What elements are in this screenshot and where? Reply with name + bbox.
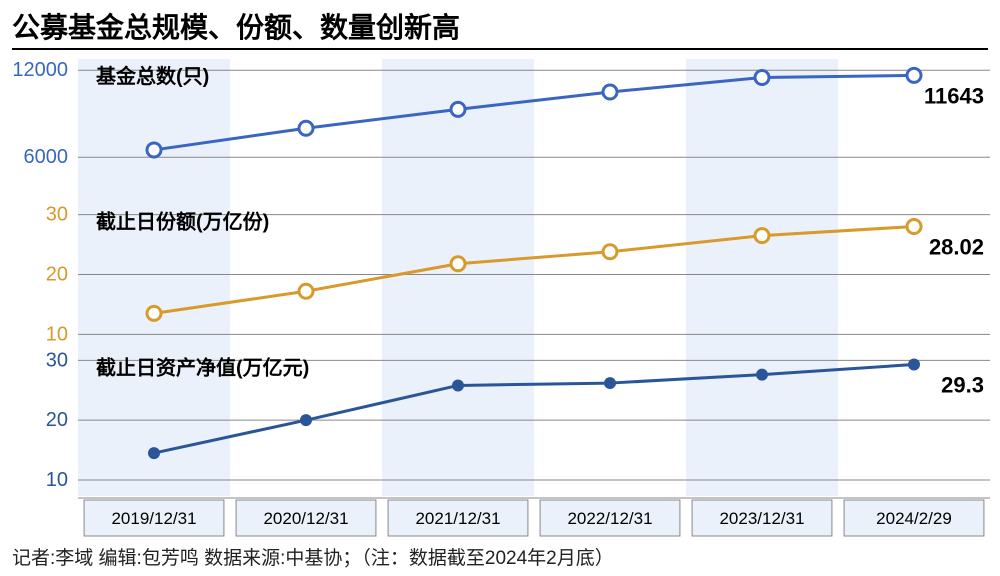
series-label: 基金总数(只)	[96, 64, 209, 88]
series-marker	[147, 306, 161, 320]
y-tick-label: 6000	[24, 146, 69, 168]
end-value-label: 28.02	[929, 235, 984, 260]
footer-text: 记者:李域 编辑:包芳鸣 数据来源:中基协；（注：数据截至2024年2月底）	[12, 543, 614, 570]
x-category-label: 2019/12/31	[111, 509, 196, 528]
chart-area: 6000 12000 基金总数(只) 11643 10 20 30 截止日份额(万亿份) 28.…	[0, 55, 1000, 540]
series-marker	[907, 68, 921, 82]
series-marker	[300, 414, 312, 426]
bg-stripe	[686, 59, 838, 496]
series-label: 截止日资产净值(万亿元)	[96, 355, 309, 379]
y-tick-label: 30	[46, 204, 68, 226]
series-marker	[908, 359, 920, 371]
x-category-label: 2024/2/29	[876, 509, 952, 528]
series-marker	[603, 245, 617, 259]
y-tick-label: 30	[46, 349, 68, 371]
series-marker	[604, 377, 616, 389]
series-marker	[451, 257, 465, 271]
series-marker	[299, 284, 313, 298]
x-category-label: 2021/12/31	[415, 509, 500, 528]
series-marker	[147, 143, 161, 157]
series-marker	[603, 85, 617, 99]
chart-svg: 6000 12000 基金总数(只) 11643 10 20 30 截止日份额(万亿份) 28.…	[0, 55, 1000, 540]
y-tick-label: 10	[46, 469, 68, 491]
end-value-label: 29.3	[941, 373, 984, 398]
y-tick-label: 12000	[12, 59, 68, 81]
series-marker	[299, 121, 313, 135]
series-marker	[907, 220, 921, 234]
y-tick-label: 20	[46, 409, 68, 431]
x-category-label: 2022/12/31	[567, 509, 652, 528]
series-marker	[451, 102, 465, 116]
series-label: 截止日份额(万亿份)	[96, 210, 269, 234]
x-category-label: 2020/12/31	[263, 509, 348, 528]
end-value-label: 11643	[924, 83, 984, 108]
series-marker	[756, 369, 768, 381]
series-marker	[755, 70, 769, 84]
bg-stripe	[78, 59, 230, 496]
series-marker	[148, 447, 160, 459]
y-tick-label: 20	[46, 264, 68, 286]
series-marker	[452, 379, 464, 391]
x-category-label: 2023/12/31	[719, 509, 804, 528]
series-marker	[755, 229, 769, 243]
title-underline	[12, 48, 988, 50]
bg-stripe	[382, 59, 534, 496]
y-tick-label: 10	[46, 323, 68, 345]
page-title: 公募基金总规模、份额、数量创新高	[12, 6, 460, 46]
chart-container: 公募基金总规模、份额、数量创新高 6000 12000 基金总数(只) 11643 10…	[0, 0, 1000, 576]
